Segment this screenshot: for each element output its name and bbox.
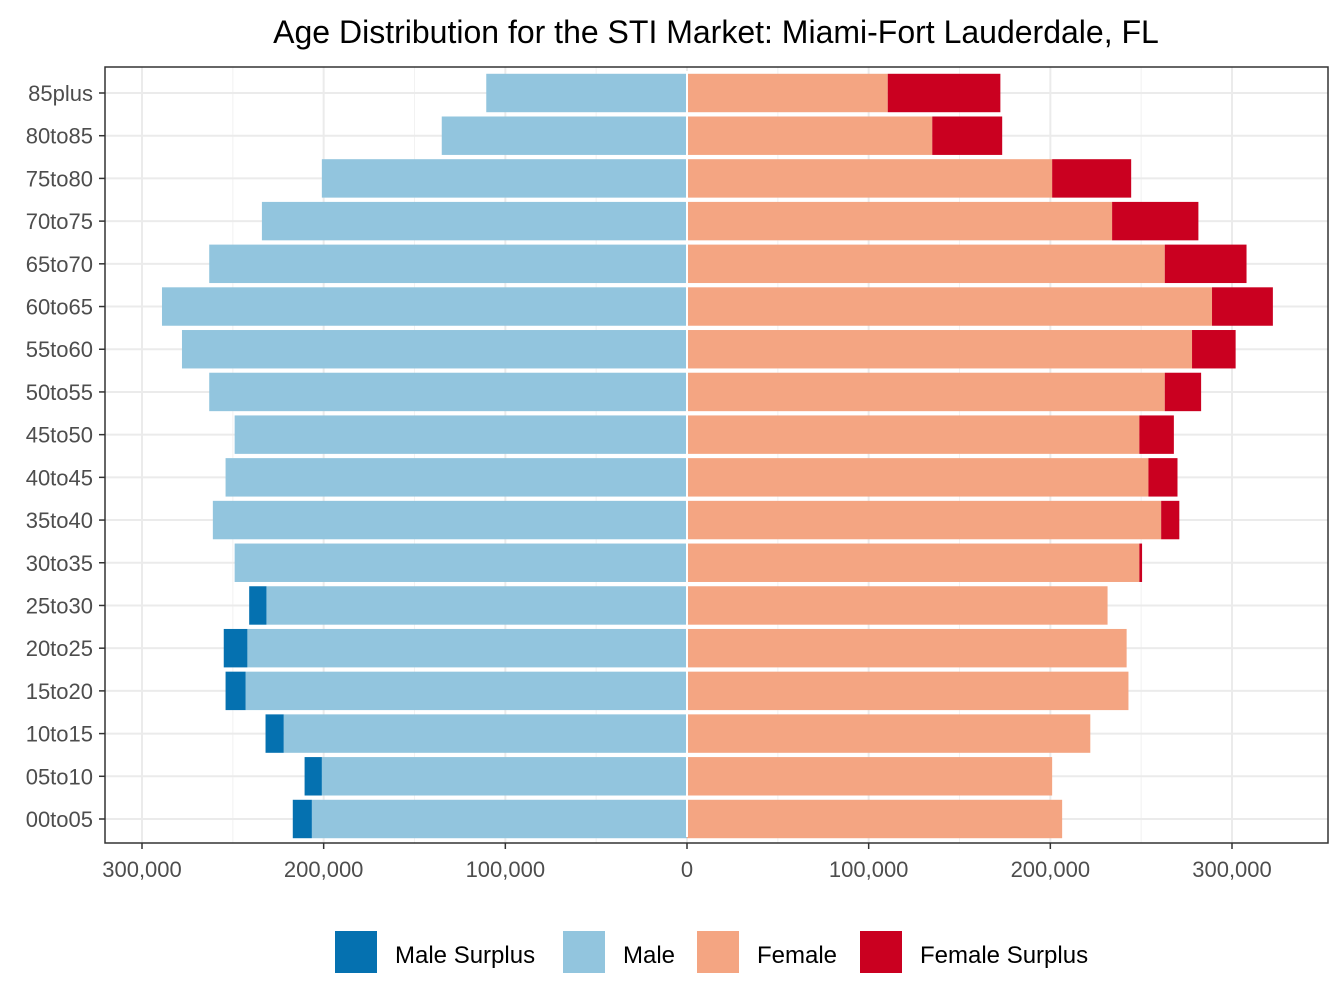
bar-male <box>486 73 687 113</box>
bar-female <box>687 799 1063 839</box>
bar-female <box>687 159 1053 198</box>
bar-female-surplus <box>1164 244 1247 284</box>
bar-female-surplus <box>1112 201 1199 241</box>
bar-female <box>687 628 1127 668</box>
y-tick-label: 25to30 <box>26 593 93 618</box>
bar-female <box>687 543 1140 582</box>
bar-female <box>687 757 1053 796</box>
y-tick-label: 65to70 <box>26 252 93 277</box>
legend-label: Female Surplus <box>920 942 1088 969</box>
bar-female <box>687 458 1149 497</box>
bar-female-surplus <box>1161 500 1180 540</box>
y-tick-label: 70to75 <box>26 209 93 234</box>
y-tick-label: 75to80 <box>26 166 93 191</box>
y-axis: 00to05 05to10 10to15 15to20 20to25 25to30 30to… <box>26 81 105 832</box>
legend: Male Surplus Male Female Female Surplus <box>335 931 1088 973</box>
bar-female <box>687 116 933 155</box>
y-tick-label: 45to50 <box>26 423 93 448</box>
bar-male <box>209 372 687 412</box>
bar-female-surplus <box>1164 372 1202 412</box>
y-tick-label: 60to65 <box>26 295 93 320</box>
bar-female-surplus <box>1192 330 1236 369</box>
bar-female <box>687 73 888 113</box>
bar-female <box>687 244 1165 284</box>
legend-swatch <box>335 931 377 973</box>
bar-female-surplus <box>1148 458 1178 497</box>
x-tick-label: 0 <box>681 857 693 882</box>
bar-male-surplus <box>292 799 312 839</box>
legend-swatch <box>697 931 739 973</box>
bar-female-surplus <box>1139 543 1143 582</box>
bar-female <box>687 586 1108 625</box>
y-tick-label: 05to10 <box>26 764 93 789</box>
bar-male <box>441 116 687 155</box>
bar-female-surplus <box>1212 287 1273 326</box>
bar-female <box>687 714 1091 753</box>
bar-male <box>161 287 687 326</box>
bar-female-surplus <box>1052 159 1132 198</box>
bar-male <box>266 586 687 625</box>
x-tick-label: 200,000 <box>284 857 364 882</box>
bar-female <box>687 287 1213 326</box>
panel-border <box>104 66 1329 844</box>
y-tick-label: 85plus <box>28 81 93 106</box>
x-tick-label: 100,000 <box>466 857 546 882</box>
bar-male <box>212 500 687 540</box>
bar-male <box>234 543 687 582</box>
y-tick-label: 55to60 <box>26 337 93 362</box>
legend-swatch <box>563 931 605 973</box>
x-tick-label: 100,000 <box>829 857 909 882</box>
bar-male <box>225 458 688 497</box>
legend-label: Female <box>757 942 837 969</box>
bar-female <box>687 500 1162 540</box>
bar-male <box>181 330 687 369</box>
chart-title: Age Distribution for the STI Market: Mia… <box>273 14 1159 50</box>
bar-male-surplus <box>304 757 322 796</box>
bar-female-surplus <box>887 73 1001 113</box>
y-tick-label: 40to45 <box>26 465 93 490</box>
legend-label: Male Surplus <box>395 942 535 969</box>
y-tick-label: 20to25 <box>26 636 93 661</box>
x-tick-label: 300,000 <box>1192 857 1272 882</box>
x-axis: 300,000 200,000 100,000 0 100,000 200,000 300,… <box>102 843 1272 882</box>
bar-female-surplus <box>932 116 1003 155</box>
y-tick-label: 30to35 <box>26 551 93 576</box>
y-tick-label: 35to40 <box>26 508 93 533</box>
bar-female <box>687 671 1129 711</box>
bar-male <box>261 201 687 241</box>
bar-male <box>234 415 687 454</box>
bar-male-surplus <box>223 628 248 668</box>
y-tick-label: 15to20 <box>26 679 93 704</box>
y-tick-label: 00to05 <box>26 807 93 832</box>
bar-male <box>209 244 687 284</box>
bar-male <box>247 628 687 668</box>
bar-male-surplus <box>249 586 267 625</box>
x-tick-label: 200,000 <box>1011 857 1091 882</box>
bar-male <box>321 757 687 796</box>
y-tick-label: 80to85 <box>26 124 93 149</box>
bar-male-surplus <box>225 671 246 711</box>
bar-male <box>283 714 687 753</box>
bar-male <box>311 799 687 839</box>
bars-layer <box>161 71 1273 839</box>
legend-swatch <box>860 931 902 973</box>
bar-female <box>687 372 1165 412</box>
bar-male-surplus <box>265 714 284 753</box>
bar-female <box>687 201 1113 241</box>
bar-male <box>245 671 688 711</box>
x-tick-label: 300,000 <box>102 857 182 882</box>
bar-male <box>321 159 687 198</box>
y-tick-label: 50to55 <box>26 380 93 405</box>
y-tick-label: 10to15 <box>26 722 93 747</box>
bar-female <box>687 415 1140 454</box>
bar-female <box>687 330 1193 369</box>
legend-label: Male <box>623 942 675 969</box>
bar-female-surplus <box>1139 415 1174 454</box>
